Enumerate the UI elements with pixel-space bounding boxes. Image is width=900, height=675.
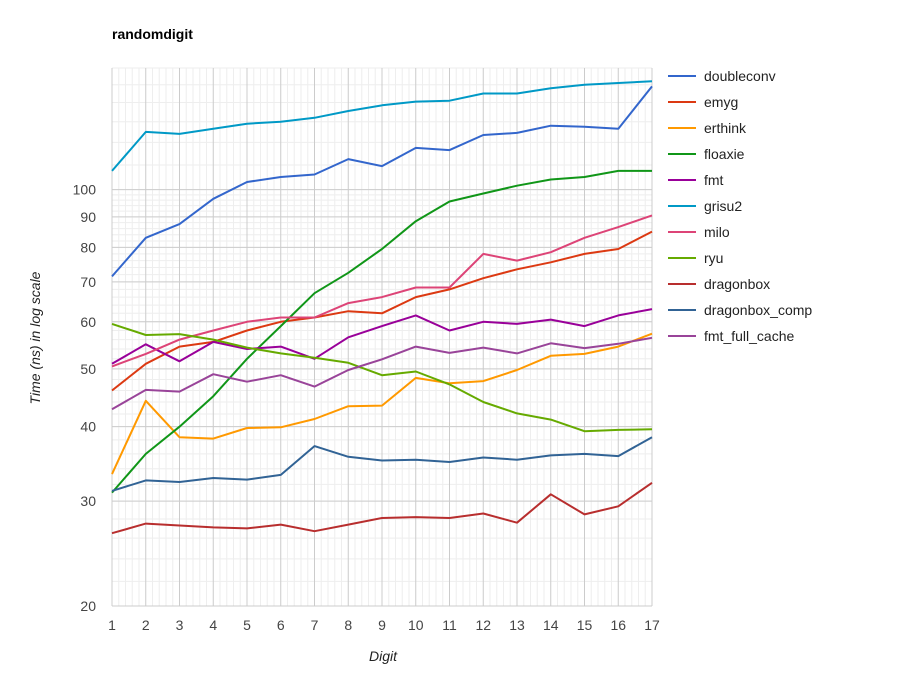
x-tick-label: 10 <box>408 617 424 633</box>
series-line-fmt <box>111 308 653 365</box>
y-tick-label: 70 <box>80 274 96 290</box>
legend-label-ryu: ryu <box>704 250 723 266</box>
series-line-fmt_full_cache <box>111 336 653 411</box>
x-tick-label: 8 <box>344 617 352 633</box>
series-line-ryu <box>111 322 653 433</box>
legend-label-milo: milo <box>704 224 730 240</box>
x-tick-label: 12 <box>475 617 491 633</box>
y-tick-label: 50 <box>80 361 96 377</box>
x-tick-label: 13 <box>509 617 525 633</box>
legend-label-fmt: fmt <box>704 172 724 188</box>
legend-label-erthink: erthink <box>704 120 747 136</box>
y-tick-label: 20 <box>80 598 96 614</box>
x-tick-label: 2 <box>142 617 150 633</box>
y-axis-label: Time (ns) in log scale <box>27 271 43 404</box>
legend-label-dragonbox_comp: dragonbox_comp <box>704 302 812 318</box>
series-line-doubleconv <box>111 85 653 278</box>
y-axis-ticks: 20 30 40 50 60 70 80 90 100 <box>73 182 97 614</box>
x-tick-label: 17 <box>644 617 660 633</box>
x-tick-label: 5 <box>243 617 251 633</box>
y-tick-label: 90 <box>80 209 96 225</box>
series-lines <box>111 80 653 535</box>
y-tick-label: 100 <box>73 182 97 198</box>
x-tick-label: 3 <box>176 617 184 633</box>
series-line-grisu2 <box>111 80 653 172</box>
series-line-erthink <box>111 332 653 475</box>
y-tick-label: 60 <box>80 314 96 330</box>
series-line-dragonbox <box>111 481 653 535</box>
chart-title: randomdigit <box>112 26 193 42</box>
x-tick-label: 11 <box>442 617 457 633</box>
legend-label-doubleconv: doubleconv <box>704 68 776 84</box>
x-tick-label: 14 <box>543 617 559 633</box>
grid <box>111 67 653 607</box>
x-tick-label: 7 <box>311 617 319 633</box>
series-line-milo <box>111 214 653 368</box>
legend-label-floaxie: floaxie <box>704 146 745 162</box>
y-tick-label: 80 <box>80 239 96 255</box>
legend-label-grisu2: grisu2 <box>704 198 742 214</box>
series-line-floaxie <box>111 169 652 494</box>
legend-label-emyg: emyg <box>704 94 738 110</box>
x-tick-label: 9 <box>378 617 386 633</box>
x-tick-label: 6 <box>277 617 285 633</box>
x-tick-label: 16 <box>610 617 626 633</box>
x-tick-label: 1 <box>108 617 116 633</box>
x-tick-label: 4 <box>209 617 217 633</box>
legend: doubleconv emyg erthink floaxie fmt grisu2 mil… <box>668 68 812 344</box>
series-line-emyg <box>111 230 653 392</box>
x-axis-ticks: 1 2 3 4 5 6 7 8 9 10 11 12 13 14 15 16 17 <box>108 617 660 633</box>
y-tick-label: 30 <box>80 493 96 509</box>
legend-label-dragonbox: dragonbox <box>704 276 770 292</box>
series-line-dragonbox_comp <box>111 436 653 492</box>
x-axis-label: Digit <box>369 648 398 664</box>
legend-label-fmt_full_cache: fmt_full_cache <box>704 328 794 344</box>
x-tick-label: 15 <box>577 617 593 633</box>
y-tick-label: 40 <box>80 419 96 435</box>
